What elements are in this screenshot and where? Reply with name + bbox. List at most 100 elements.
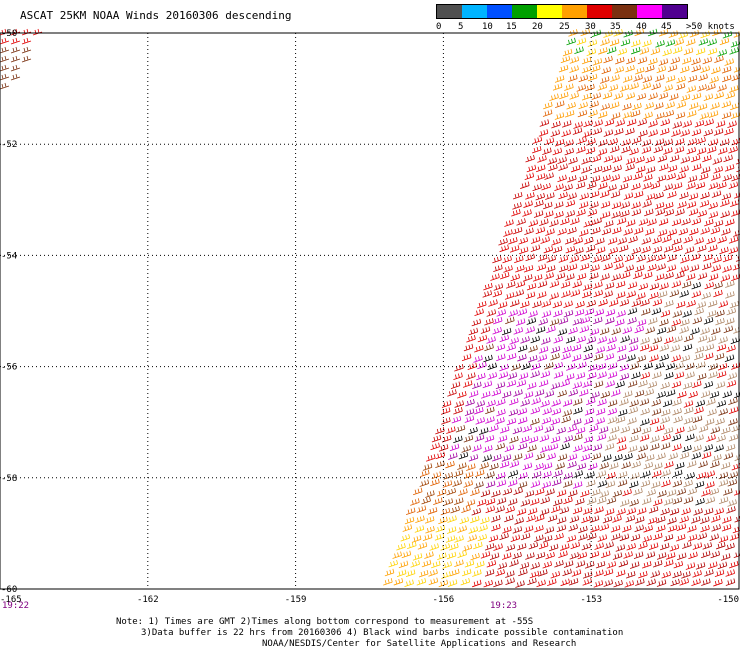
wind-barb — [628, 235, 638, 244]
wind-barb — [520, 336, 530, 344]
wind-barb — [573, 444, 583, 453]
wind-barb — [527, 355, 538, 363]
wind-barb — [726, 307, 737, 316]
wind-barb — [530, 562, 540, 570]
wind-barb — [606, 46, 617, 54]
wind-barb — [592, 217, 602, 225]
wind-barb — [559, 506, 570, 515]
wind-barb — [633, 190, 644, 199]
wind-barb — [597, 371, 607, 379]
wind-barb — [554, 139, 565, 147]
wind-barb — [557, 156, 567, 165]
wind-barb — [501, 454, 512, 462]
wind-barb — [435, 525, 446, 533]
wind-barb — [550, 417, 561, 426]
wind-barb — [564, 110, 575, 118]
wind-barb — [651, 408, 662, 416]
wind-barb — [680, 156, 691, 164]
wind-barb — [589, 100, 599, 109]
wind-barb — [561, 290, 571, 298]
wind-barb — [695, 47, 706, 56]
wind-barb — [508, 236, 518, 245]
wind-barb — [410, 498, 420, 506]
wind-barb — [570, 289, 581, 297]
wind-barb — [562, 568, 572, 577]
wind-barb — [516, 543, 527, 551]
wind-barb — [643, 525, 653, 533]
wind-barb — [576, 84, 587, 92]
wind-barb — [441, 435, 452, 443]
wind-barb — [733, 327, 740, 334]
wind-barb — [486, 336, 496, 344]
wind-barb — [620, 335, 630, 343]
wind-barb — [595, 246, 606, 254]
wind-barb — [611, 201, 622, 210]
wind-barb — [647, 517, 658, 525]
wind-barb — [725, 291, 735, 299]
wind-barb — [586, 181, 597, 190]
wind-barb — [706, 236, 716, 245]
wind-barb — [422, 463, 433, 471]
wind-barb — [552, 245, 563, 254]
wind-barb — [556, 516, 567, 525]
wind-barb — [571, 354, 582, 362]
wind-barb — [484, 318, 494, 326]
wind-barb — [633, 227, 644, 235]
wind-barb — [610, 190, 621, 199]
wind-barb — [459, 516, 470, 525]
wind-barb — [655, 424, 665, 433]
wind-barb — [524, 490, 535, 498]
wind-barb — [728, 181, 739, 190]
wind-barb — [490, 273, 500, 281]
wind-barb — [550, 382, 561, 390]
wind-barb — [401, 550, 412, 559]
wind-barb — [483, 445, 493, 453]
wind-barb — [710, 460, 720, 469]
wind-barb — [686, 300, 696, 308]
wind-barb — [428, 577, 439, 586]
wind-barb — [641, 308, 651, 316]
wind-barb — [696, 147, 707, 155]
wind-barb — [572, 506, 583, 515]
wind-barb — [656, 452, 666, 461]
wind-barb — [525, 291, 536, 300]
legend-swatch — [637, 5, 662, 18]
wind-barb — [506, 417, 517, 426]
wind-barb — [658, 218, 669, 226]
wind-barb — [660, 309, 671, 318]
wind-barb — [523, 391, 534, 399]
wind-barb — [703, 317, 714, 325]
wind-barb — [672, 237, 682, 246]
wind-barb — [567, 453, 578, 462]
wind-barb — [673, 335, 683, 343]
wind-barb — [517, 353, 527, 362]
wind-barb — [450, 505, 460, 514]
wind-barb — [634, 28, 645, 37]
wind-barb — [633, 488, 643, 496]
wind-barb — [553, 309, 563, 318]
wind-barb — [713, 219, 724, 228]
wind-barb — [667, 190, 677, 199]
wind-barb — [588, 109, 598, 118]
wind-barb — [553, 335, 563, 344]
wind-barb — [442, 480, 453, 488]
wind-barb — [689, 30, 700, 38]
wind-barb — [487, 372, 498, 380]
wind-barb — [730, 111, 740, 119]
wind-barb — [0, 55, 10, 63]
wind-barb — [727, 372, 738, 380]
wind-barb — [527, 444, 537, 453]
wind-barb — [623, 192, 634, 200]
wind-barb — [478, 524, 488, 532]
wind-barb — [620, 499, 630, 507]
wind-barb — [607, 416, 618, 424]
wind-barb — [697, 84, 707, 92]
wind-barb — [648, 92, 658, 100]
wind-barb — [622, 488, 632, 497]
wind-barb — [535, 551, 546, 560]
wind-barb — [507, 498, 518, 506]
wind-barb — [622, 175, 633, 183]
wind-barb — [603, 262, 613, 271]
legend-label: 15 — [506, 22, 517, 32]
wind-barb — [729, 47, 739, 55]
